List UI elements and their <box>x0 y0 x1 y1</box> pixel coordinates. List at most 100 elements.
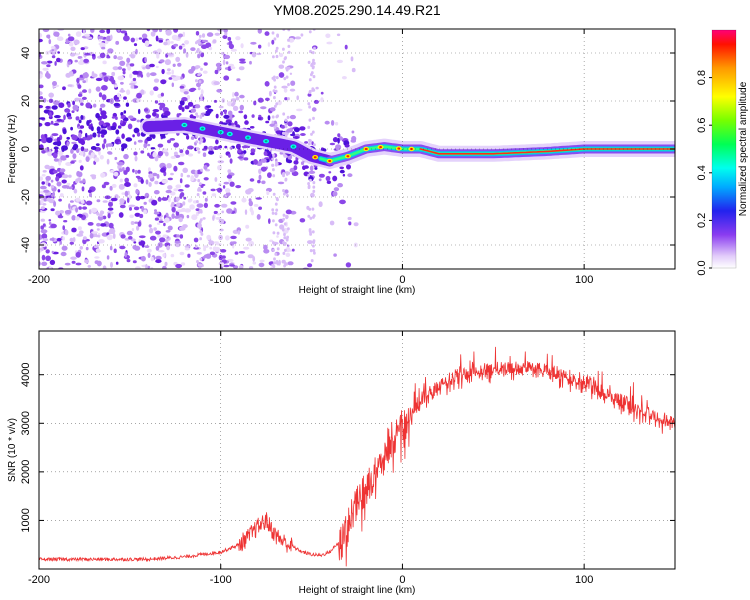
spectrogram-cell <box>272 55 275 59</box>
spectrogram-cell <box>201 33 206 38</box>
spectrogram-cell <box>169 138 176 141</box>
spectrogram-cell <box>87 265 92 268</box>
spectrogram-cell <box>332 137 339 143</box>
spectrogram-cell <box>187 101 194 107</box>
spectrogram-cell <box>167 52 174 56</box>
spectrogram-cell <box>103 138 107 144</box>
spectrogram-cell <box>150 31 156 37</box>
spectrogram-cell <box>39 105 44 109</box>
spectrogram-cell <box>313 251 316 255</box>
spectrogram-cell <box>120 120 123 124</box>
spectrogram-cell <box>286 115 290 119</box>
spectrogram-cell <box>156 113 159 119</box>
spectrogram-cell <box>145 179 149 185</box>
spectrogram-cell <box>186 214 190 219</box>
spectrogram-cell <box>309 165 314 172</box>
spectrogram-cell <box>144 245 150 249</box>
spectrogram-cell <box>135 48 138 55</box>
spectrogram-cell <box>170 75 177 78</box>
spectrogram-cell <box>67 102 71 108</box>
spectrogram-cell <box>225 192 231 197</box>
spectrogram-cell <box>50 194 54 198</box>
ridge-hotspot-core <box>292 145 295 148</box>
spectrogram-cell <box>78 97 82 104</box>
spectrogram-cell <box>184 184 190 188</box>
spectrogram-cell <box>232 91 235 98</box>
spectrogram-cell <box>182 31 186 37</box>
spectrogram-cell <box>310 192 315 198</box>
spectrogram-cell <box>102 200 108 203</box>
spectrogram-cell <box>270 266 273 269</box>
spectrogram-cell <box>40 218 45 222</box>
spectrogram-cell <box>199 209 203 213</box>
spectrogram-cell <box>250 41 257 45</box>
spectrogram-cell <box>143 143 148 149</box>
spectrogram-y-tick-label: 20 <box>20 95 32 107</box>
spectrogram-cell <box>284 132 287 136</box>
spectrogram-cell <box>273 37 277 41</box>
spectrogram-cell <box>287 261 294 266</box>
spectrogram-cell <box>177 189 184 192</box>
spectrogram-cell <box>39 96 44 100</box>
spectrogram-x-tick-label: 0 <box>399 274 405 286</box>
spectrogram-cell <box>77 84 82 89</box>
spectrogram-cell <box>64 262 71 266</box>
spectrogram-cell <box>70 161 75 164</box>
spectrogram-cell <box>84 33 90 37</box>
spectrogram-cell <box>244 120 249 125</box>
spectrogram-cell <box>99 29 106 34</box>
spectrogram-cell <box>236 227 242 232</box>
spectrogram-cell <box>146 72 151 78</box>
spectrogram-cell <box>249 60 252 65</box>
spectrogram-cell <box>126 230 133 236</box>
spectrogram-cell <box>196 82 201 88</box>
spectrogram-cell <box>249 178 255 182</box>
spectrogram-cell <box>185 149 190 155</box>
spectrogram-cell <box>68 203 71 210</box>
spectrogram-cell <box>67 84 73 87</box>
spectrogram-cell <box>134 155 138 162</box>
spectrogram-cell <box>103 76 109 82</box>
spectrogram-cell <box>278 64 285 69</box>
spectrogram-cell <box>190 175 195 182</box>
spectrogram-cell <box>51 105 58 110</box>
spectrogram-cell <box>223 75 230 81</box>
spectrogram-cell <box>93 103 97 108</box>
spectrogram-cell <box>71 141 77 145</box>
spectrogram-cell <box>46 60 53 64</box>
spectrogram-cell <box>309 178 312 182</box>
spectrogram-cell <box>108 228 116 235</box>
spectrogram-cell <box>122 167 125 172</box>
spectrogram-cell <box>275 208 279 212</box>
spectrogram-cell <box>287 159 293 164</box>
spectrogram-cell <box>236 78 241 82</box>
spectrogram-cell <box>215 113 219 119</box>
spectrogram-cell <box>177 75 181 81</box>
spectrogram-cell <box>289 88 296 92</box>
spectrogram-cell <box>153 227 157 231</box>
spectrogram-cell <box>70 46 76 51</box>
spectrogram-cell <box>190 108 197 113</box>
spectrogram-cell <box>208 240 215 246</box>
spectrogram-cell <box>221 98 225 103</box>
spectrogram-cell <box>70 256 77 260</box>
spectrogram-cell <box>110 197 118 202</box>
ridge-core <box>419 148 675 155</box>
spectrogram-cell <box>140 178 144 184</box>
spectrogram-cell <box>194 105 201 109</box>
spectrogram-cell <box>117 161 124 166</box>
spectrogram-cell <box>287 227 290 231</box>
spectrogram-cell <box>200 89 204 95</box>
spectrogram-cell <box>83 148 89 153</box>
spectrogram-cell <box>230 98 237 102</box>
spectrogram-cell <box>117 56 123 61</box>
spectrogram-cell <box>287 83 290 87</box>
spectrogram-cell <box>260 106 267 110</box>
spectrogram-cell <box>285 75 289 79</box>
spectrogram-cell <box>220 262 225 267</box>
spectrogram-cell <box>206 105 212 108</box>
spectrogram-cell <box>176 234 180 238</box>
spectrogram-cell <box>272 153 275 158</box>
spectrogram-cell <box>221 203 228 208</box>
spectrogram-cell <box>307 125 311 129</box>
